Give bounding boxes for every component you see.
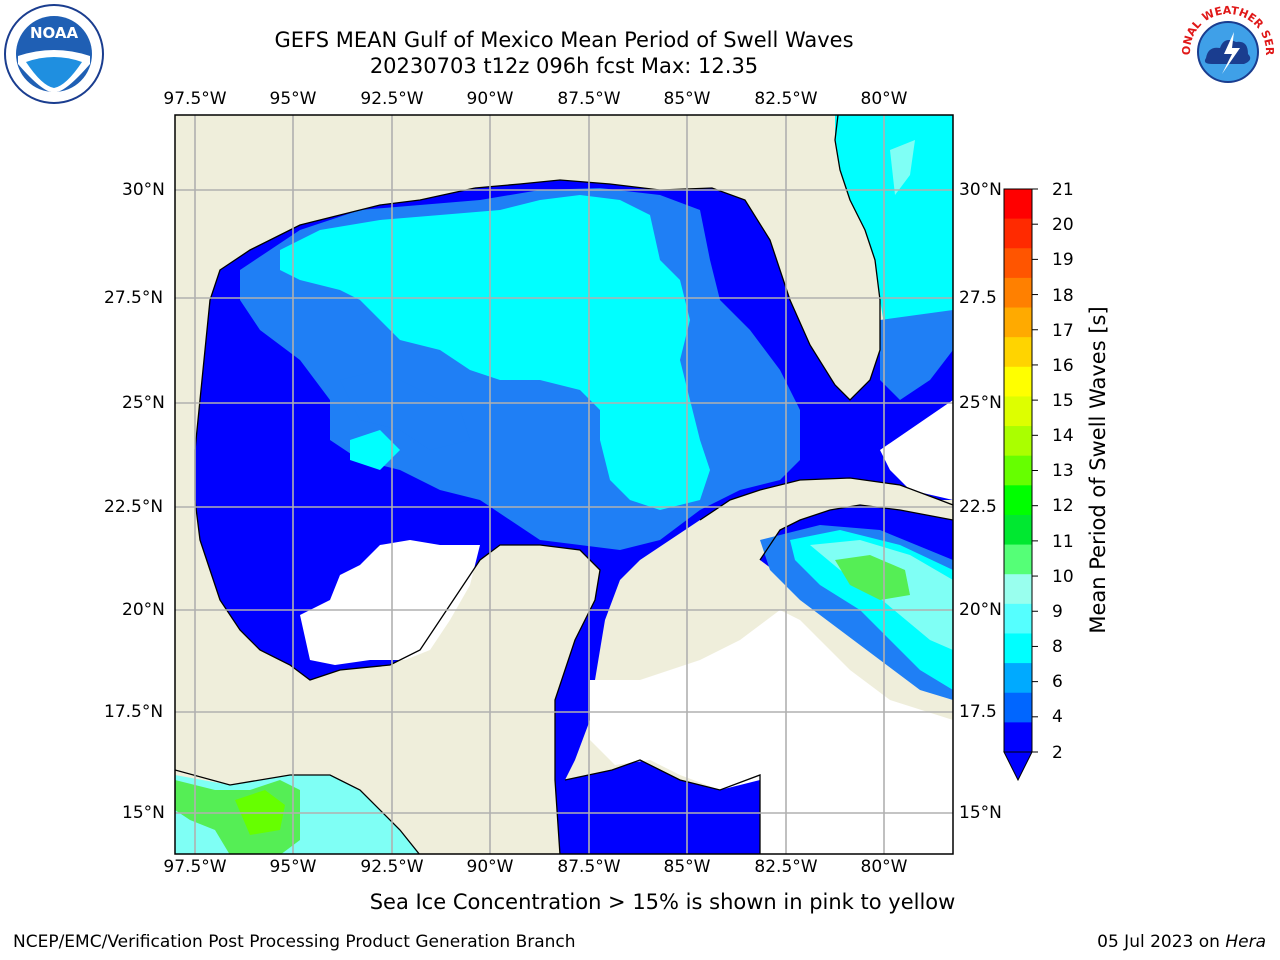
lat-label-left: 22.5°N [104,497,164,517]
lat-label-left: 25°N [122,393,165,413]
colorbar-tick-label: 21 [1052,180,1074,200]
colorbar-segment [1004,663,1032,694]
colorbar-segment [1004,426,1032,457]
colorbar-segment [1004,574,1032,605]
colorbar-segment [1004,603,1032,634]
map-area [175,115,953,854]
lat-label-right: 17.5 [959,702,997,722]
colorbar-segment [1004,455,1032,486]
colorbar-tick-label: 14 [1052,426,1074,446]
colorbar-tick-label: 4 [1052,707,1063,727]
lat-label-right: 22.5 [959,497,997,517]
noaa-logo-text: NOAA [30,24,79,42]
colorbar-segment [1004,633,1032,664]
colorbar [1003,188,1038,782]
no-data-east [880,400,953,500]
caribbean-green [835,555,910,600]
colorbar-extend-arrow [1003,751,1033,782]
lon-label-top: 80°W [860,89,908,109]
colorbar-segment [1004,692,1032,723]
lon-label-top: 85°W [663,89,711,109]
gulf-cyan [280,195,710,510]
lon-label-bottom: 82.5°W [754,857,818,877]
colorbar-tick-label: 6 [1052,672,1063,692]
cyan-patch-west [350,430,400,470]
colorbar-tick-label: 18 [1052,286,1074,306]
map-frame [174,114,954,855]
lon-label-bottom: 97.5°W [163,857,227,877]
lon-label-top: 90°W [466,89,514,109]
nws-logo: NATIONAL WEATHER SERVICE [1178,2,1276,100]
atlantic-blue [880,310,953,400]
colorbar-segment [1004,218,1032,249]
footer-host: Hera [1225,932,1266,952]
chart-subtitle: 20230703 t12z 096h fcst Max: 12.35 [369,54,759,78]
lat-label-right: 25°N [959,393,1002,413]
gridlines [175,115,953,854]
colorbar-tick-label: 17 [1052,321,1074,341]
lat-label-left: 15°N [122,803,165,823]
lon-label-top: 95°W [269,89,317,109]
colorbar-tick-label: 13 [1052,461,1074,481]
colorbar-tick-label: 12 [1052,496,1074,516]
lon-label-bottom: 85°W [663,857,711,877]
lon-label-top: 82.5°W [754,89,818,109]
lat-label-left: 27.5°N [104,288,164,308]
colorbar-tick-label: 11 [1052,532,1074,552]
atlantic-cyan [835,115,953,350]
coastlines [175,115,953,854]
colorbar-tick-label: 15 [1052,391,1074,411]
cyan-patch-mid [340,370,470,450]
no-data-caribbean [590,610,953,854]
lon-label-bottom: 80°W [860,857,908,877]
colorbar-segment [1004,366,1032,397]
footer-date: 05 Jul 2023 on Hera [1097,932,1266,952]
lat-label-left: 17.5°N [104,702,164,722]
lon-label-top: 87.5°W [557,89,621,109]
lon-label-top: 97.5°W [163,89,227,109]
lat-label-right: 30°N [959,180,1002,200]
colorbar-segment [1004,248,1032,279]
colorbar-segment [1004,514,1032,546]
colorbar-segment [1004,307,1032,338]
colorbar-segment [1004,277,1032,309]
colorbar-segment [1004,337,1032,368]
lon-label-top: 92.5°W [360,89,424,109]
lon-label-bottom: 92.5°W [360,857,424,877]
sea-ice-note: Sea Ice Concentration > 15% is shown in … [369,890,956,914]
lat-label-left: 30°N [122,180,165,200]
lat-label-right: 20°N [959,600,1002,620]
footer-date-text: 05 Jul 2023 on [1097,932,1220,952]
chart-title: GEFS MEAN Gulf of Mexico Mean Period of … [274,28,854,52]
lon-label-bottom: 87.5°W [557,857,621,877]
lon-label-bottom: 95°W [269,857,317,877]
noaa-logo: NOAA [4,4,104,104]
lat-label-right: 15°N [959,803,1002,823]
no-data-bay-campeche [300,540,480,665]
lon-label-bottom: 90°W [466,857,514,877]
colorbar-tick-label: 2 [1052,743,1063,763]
colorbar-segment [1004,396,1032,427]
colorbar-tick-label: 16 [1052,356,1074,376]
colorbar-segment [1004,189,1032,220]
lat-label-left: 20°N [122,600,165,620]
footer-credit: NCEP/EMC/Verification Post Processing Pr… [13,932,576,952]
colorbar-segment [1004,485,1032,516]
colorbar-tick-label: 19 [1052,250,1074,270]
colorbar-tick-label: 9 [1052,602,1063,622]
atlantic-light-cyan [890,140,915,195]
colorbar-segment [1004,722,1032,753]
colorbar-tick-label: 10 [1052,567,1074,587]
colorbar-tick-label: 8 [1052,637,1063,657]
colorbar-title: Mean Period of Swell Waves [s] [1086,306,1110,634]
colorbar-tick-label: 20 [1052,215,1074,235]
colorbar-segment [1004,544,1032,575]
lat-label-right: 27.5 [959,288,997,308]
